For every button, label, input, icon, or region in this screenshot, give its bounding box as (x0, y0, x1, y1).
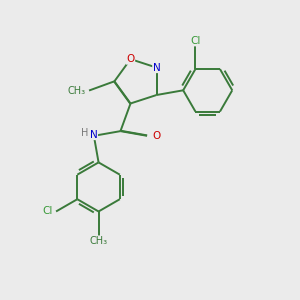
Text: O: O (126, 54, 135, 64)
Text: O: O (152, 131, 160, 141)
Text: Cl: Cl (190, 36, 201, 46)
Text: N: N (90, 130, 98, 140)
Text: N: N (153, 63, 160, 73)
Text: CH₃: CH₃ (89, 236, 108, 246)
Text: Cl: Cl (42, 206, 52, 217)
Text: CH₃: CH₃ (67, 85, 86, 95)
Text: H: H (81, 128, 88, 138)
